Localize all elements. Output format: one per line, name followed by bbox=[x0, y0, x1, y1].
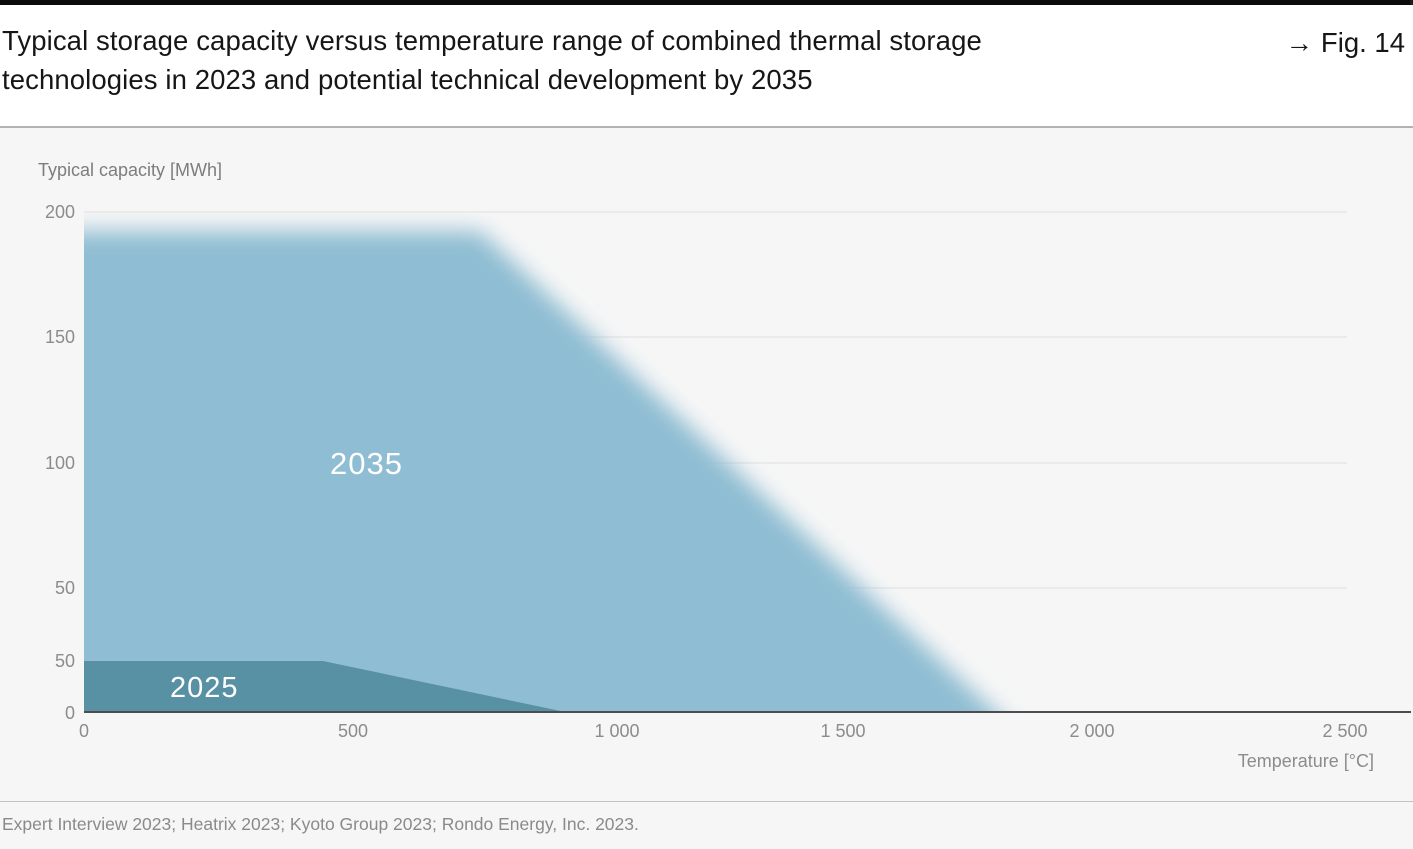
x-tick-2000: 2 000 bbox=[1069, 721, 1115, 741]
y-tick-50-extra: 50 bbox=[54, 651, 75, 671]
footer-divider bbox=[0, 801, 1413, 802]
area-2035 bbox=[84, 231, 997, 713]
area-2025 bbox=[84, 661, 570, 713]
series-label-2035: 2035 bbox=[330, 446, 403, 481]
y-axis-title: Typical capacity [MWh] bbox=[38, 160, 223, 180]
y-tick-200: 200 bbox=[44, 202, 75, 222]
series-label-2025: 2025 bbox=[170, 672, 239, 704]
x-tick-0: 0 bbox=[78, 721, 89, 741]
x-tick-1000: 1 000 bbox=[594, 721, 640, 741]
x-axis-title: Temperature [°C] bbox=[1237, 751, 1374, 771]
x-tick-2500: 2 500 bbox=[1322, 721, 1368, 741]
gridline-150 bbox=[84, 336, 1347, 338]
x-tick-1500: 1 500 bbox=[820, 721, 866, 741]
figure-header: Typical storage capacity versus temperat… bbox=[0, 5, 1413, 126]
y-tick-0: 0 bbox=[64, 703, 75, 723]
source-citation: Expert Interview 2023; Heatrix 2023; Kyo… bbox=[2, 814, 639, 834]
y-tick-150: 150 bbox=[44, 327, 75, 347]
window-top-bar bbox=[0, 0, 1413, 5]
figure-number-label: → Fig. 14 bbox=[1285, 27, 1405, 58]
page-title-line1: Typical storage capacity versus temperat… bbox=[2, 25, 982, 56]
x-tick-500: 500 bbox=[337, 721, 369, 741]
gridline-200 bbox=[84, 211, 1347, 213]
page-title-line2: technologies in 2023 and potential techn… bbox=[2, 64, 813, 95]
page-title: Typical storage capacity versus temperat… bbox=[2, 21, 1182, 99]
y-tick-100: 100 bbox=[44, 453, 75, 473]
header-divider bbox=[0, 126, 1413, 128]
y-tick-50: 50 bbox=[54, 578, 75, 598]
x-axis-line bbox=[84, 711, 1411, 713]
